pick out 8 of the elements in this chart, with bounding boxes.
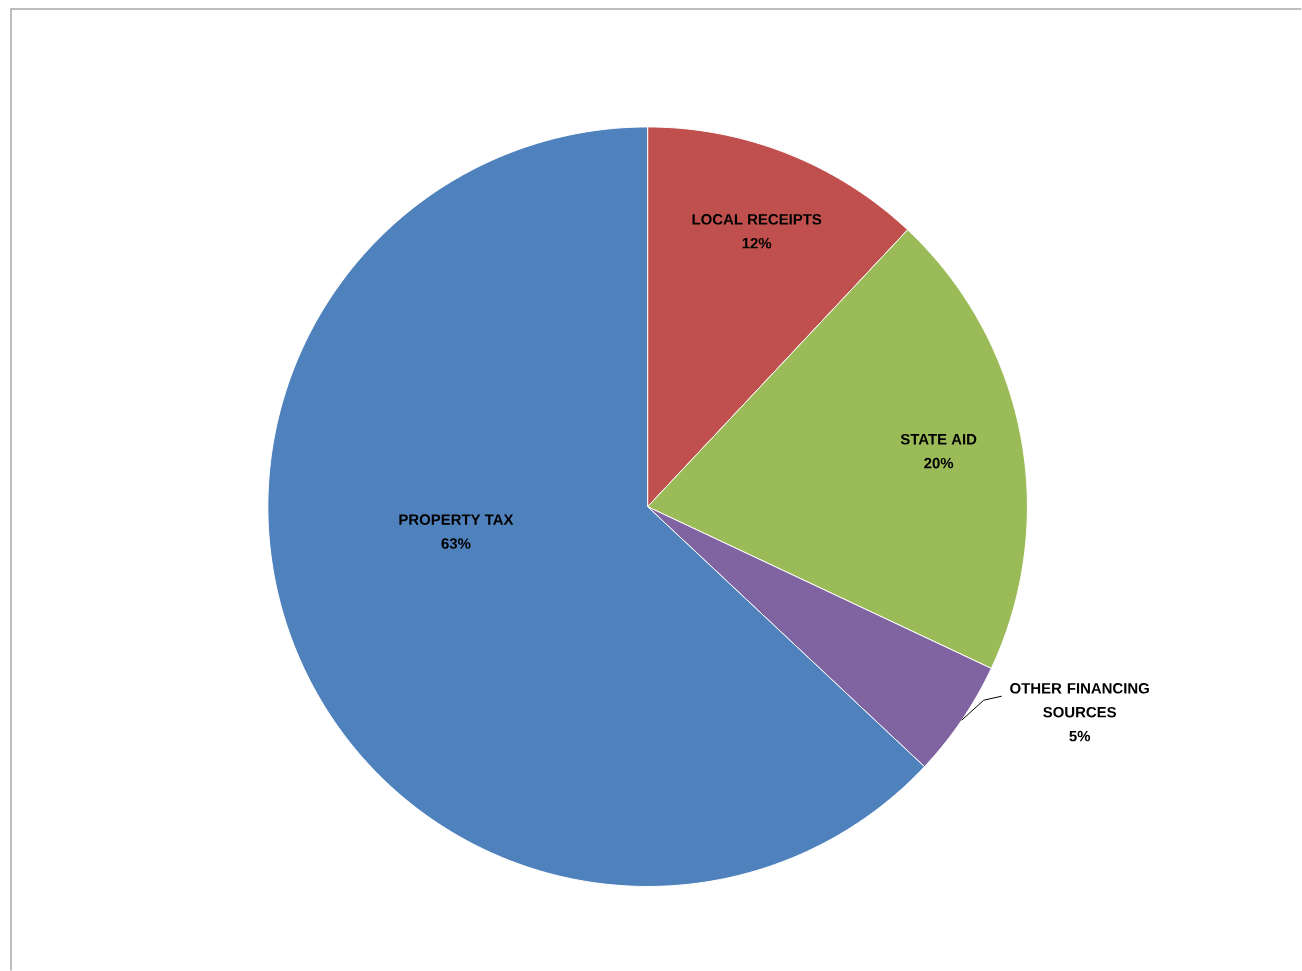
data-label: 12% — [742, 237, 772, 249]
data-label: 63% — [441, 538, 471, 549]
slice-label: LOCAL RECEIPTS — [692, 213, 822, 225]
slice-label: PROPERTY TAX — [399, 514, 514, 525]
data-label: 5% — [1069, 730, 1091, 742]
slice-label: STATE AID — [900, 433, 977, 445]
slice-label: OTHER FINANCING SOURCES — [1010, 682, 1149, 718]
data-label: 20% — [924, 457, 954, 469]
